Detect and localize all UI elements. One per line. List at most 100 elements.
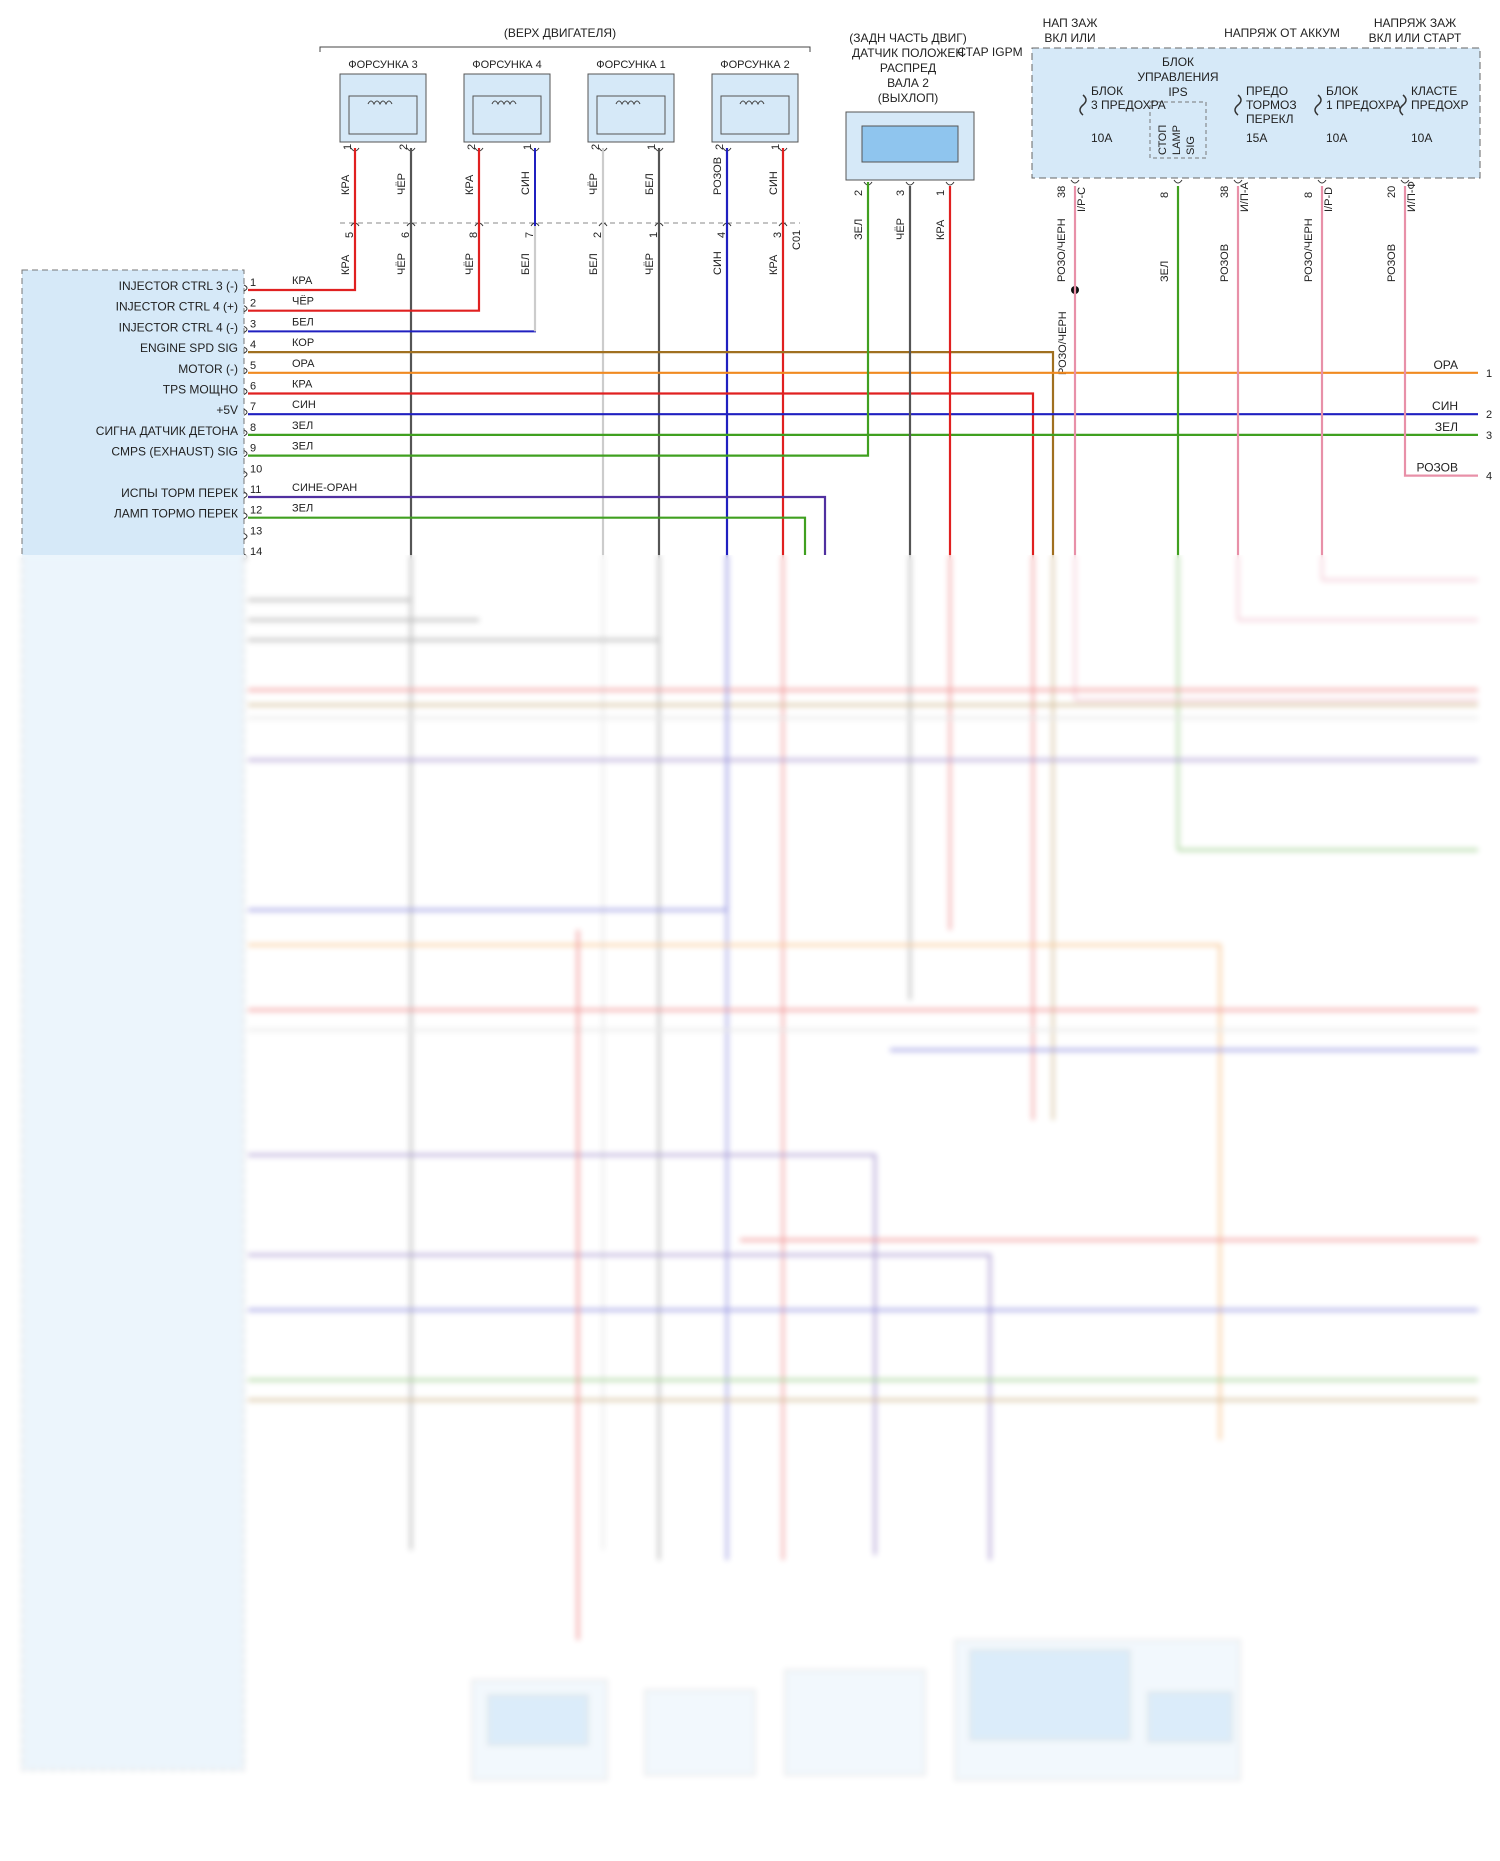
- ips-conn-2: И/П-А: [1239, 181, 1251, 212]
- ecm-wire-color-12: ЗЕЛ: [292, 503, 313, 515]
- ecm-pin-terminal-10: [243, 470, 248, 478]
- ecm-pin-label-3: INJECTOR CTRL 4 (-): [119, 320, 238, 334]
- brake-switch-fuse-text-1: ТОРМОЗ: [1246, 98, 1297, 112]
- cam-wire-1: ЧЁР: [895, 218, 907, 240]
- cam-wire-0: ЗЕЛ: [853, 219, 865, 240]
- ecm-wire-color-5: ОРА: [292, 358, 315, 370]
- injector-pin-4-0: 2: [714, 144, 726, 150]
- c01-wire-0: КРА: [340, 254, 352, 275]
- ecm-pin-terminal-12: [243, 512, 248, 520]
- fuse-3-text-1: 3 ПРЕДОХРА: [1091, 98, 1166, 112]
- ecm-pin-label-8: СИГНА ДАТЧИК ДЕТОНА: [96, 424, 238, 438]
- ecm-pin-terminal-2: [243, 305, 248, 313]
- c01-wire-2: ЧЁР: [464, 253, 476, 275]
- camshaft-sensor-pins: 2 ЗЕЛ 3 ЧЁР 1 КРА: [853, 181, 955, 240]
- power-on-label-1: НАП ЗАЖ: [1043, 16, 1098, 30]
- cam-wire-2: КРА: [935, 219, 947, 240]
- injector-wire-4-1: СИН: [768, 171, 780, 195]
- c01-wire-1: ЧЁР: [396, 253, 408, 275]
- ecm-wire-color-8: ЗЕЛ: [292, 420, 313, 432]
- c01-pin-7: 7: [524, 232, 536, 238]
- c01-pin-1: 1: [648, 232, 660, 238]
- ecm-pin-terminal-4: [243, 346, 248, 354]
- connector-c01: 5 КРА 6 ЧЁР 8 ЧЁР 7 БЕЛ 2 БЕЛ 1 ЧЁР 4 СИН 3 КРА: [340, 222, 788, 275]
- fuse-3-text-2: 10A: [1091, 131, 1112, 145]
- injector-inner-4: [720, 95, 790, 135]
- injector-group: ФОРСУНКА 3 1 КРА 2 ЧЁР ФОРСУНКА 4 2 КРА 1 СИН ФОРС…: [339, 59, 799, 195]
- ecm-pin-label-1: INJECTOR CTRL 3 (-): [119, 279, 238, 293]
- ips-terminal-2: [1233, 179, 1243, 184]
- stop-lamp-box: [1149, 101, 1207, 159]
- injector-coil-icon-1: [367, 100, 393, 106]
- fuse-3-icon: [1079, 94, 1087, 116]
- ecm-pin-number-8: 8: [250, 422, 256, 434]
- ecm-pin-terminal-5: [243, 367, 248, 375]
- injector-inner-2: [472, 95, 542, 135]
- ecm-wire-color-11: СИНЕ-ОРАН: [292, 482, 357, 494]
- injector-wire-1-0: КРА: [340, 174, 352, 195]
- brake-switch-fuse-text-0: ПРЕДО: [1246, 84, 1288, 98]
- injector-name-2: ФОРСУНКА 4: [472, 59, 542, 71]
- c01-pin-2: 2: [592, 232, 604, 238]
- ips-terminal-3: [1317, 179, 1327, 184]
- ecm-wire-color-6: КРА: [292, 379, 313, 391]
- wire-inj4-red: [248, 148, 481, 312]
- injector-pin-2-0: 2: [466, 144, 478, 150]
- blurred-region: [0, 555, 1500, 1861]
- cluster-fuse-text-1: ПРЕДОХР: [1411, 98, 1469, 112]
- injector-wire-4-0: РОЗОВ: [712, 157, 724, 195]
- injector-pin-1-1: 2: [398, 144, 410, 150]
- ecm-wire-color-7: СИН: [292, 399, 316, 411]
- power-on-start-label-1: НАПРЯЖ ЗАЖ: [1374, 16, 1456, 30]
- injector-coil-icon-3: [615, 100, 641, 106]
- c01-wire-7: КРА: [768, 254, 780, 275]
- camshaft-sensor-title: (ЗАДН ЧАСТЬ ДВИГ) ДАТЧИК ПОЛОЖЕН РАСПРЕД…: [849, 31, 967, 105]
- cam-pin-2: 2: [853, 190, 865, 196]
- camshaft-sensor-element: [861, 125, 959, 163]
- ecm-pin-terminal-9: [243, 450, 248, 458]
- ips-title-2: УПРАВЛЕНИЯ: [1137, 70, 1218, 84]
- injector-name-3: ФОРСУНКА 1: [596, 59, 666, 71]
- ips-wire-3: РОЗО/ЧЕРН: [1303, 218, 1315, 282]
- cam-pin-3: 3: [895, 190, 907, 196]
- c01-wire-6: СИН: [712, 251, 724, 275]
- ecm-pin-terminal-1: [243, 284, 248, 292]
- ecm-pin-label-4: ENGINE SPD SIG: [140, 341, 238, 355]
- stop-lamp-text-3: SIG: [1185, 136, 1197, 155]
- injector-pin-2-1: 1: [522, 144, 534, 150]
- cluster-fuse-text-0: КЛАСТЕ: [1411, 84, 1457, 98]
- splice-wire-label: РОЗО/ЧЕРН: [1057, 311, 1069, 375]
- injector-pin-3-0: 2: [590, 144, 602, 150]
- ecm-pin-label-7: +5V: [216, 403, 238, 417]
- ecm-pin-number-12: 12: [250, 505, 262, 517]
- cluster-fuse-icon: [1399, 94, 1407, 116]
- camshaft-title-line-3: РАСПРЕД: [880, 61, 936, 75]
- ips-wire-0: РОЗО/ЧЕРН: [1056, 218, 1068, 282]
- right-output-wire-2: СИН: [1432, 399, 1458, 413]
- ips-pin-4: 20: [1386, 186, 1398, 198]
- ips-conn-0: I/P-C: [1076, 187, 1088, 212]
- injector-pin-1-0: 1: [342, 144, 354, 150]
- ips-wire-2: РОЗОВ: [1219, 244, 1231, 282]
- ecm-wire-color-1: КРА: [292, 275, 313, 287]
- ecm-pin-terminal-3: [243, 325, 248, 333]
- ecm-pin-label-11: ИСПЫ ТОРМ ПЕРЕК: [121, 486, 238, 500]
- ecm-pin-label-9: CMPS (EXHAUST) SIG: [111, 445, 238, 459]
- c01-wire-5: ЧЁР: [644, 253, 656, 275]
- ips-pin-0: 38: [1056, 186, 1068, 198]
- wire-brake-test: [248, 495, 827, 555]
- ecm-wire-color-3: БЕЛ: [292, 316, 314, 328]
- ecm-pin-terminal-7: [243, 408, 248, 416]
- injector-box-4: [711, 73, 799, 143]
- ips-conn-4: И/П-Ф: [1406, 181, 1418, 212]
- ecm-pin-label-6: TPS МОЩНО: [163, 383, 238, 397]
- camshaft-title-line-5: (ВЫХЛОП): [878, 91, 938, 105]
- injector-box-1: [339, 73, 427, 143]
- ecm-pin-label-12: ЛАМП ТОРМО ПЕРЕК: [114, 507, 238, 521]
- injector-coil-icon-2: [491, 100, 517, 106]
- fuse-1-text-2: 10A: [1326, 131, 1347, 145]
- injector-pin-4-1: 1: [770, 144, 782, 150]
- ecm-pin-terminal-6: [243, 388, 248, 395]
- injector-inner-1: [348, 95, 418, 135]
